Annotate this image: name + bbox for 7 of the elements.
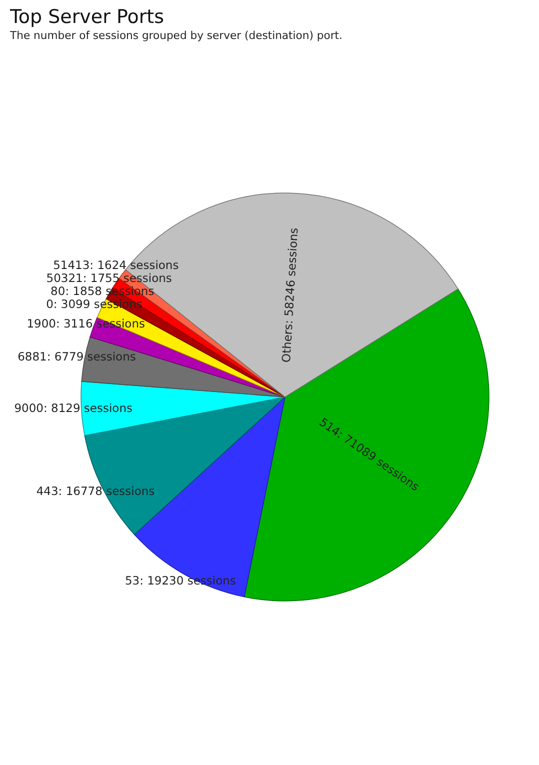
slice-label: 6881: 6779 sessions bbox=[18, 349, 136, 364]
chart-subtitle: The number of sessions grouped by server (destination) port. bbox=[9, 29, 342, 42]
chart-title: Top Server Ports bbox=[9, 6, 164, 28]
slice-label: Others: 58246 sessions bbox=[279, 227, 301, 363]
slice-label: 443: 16778 sessions bbox=[36, 484, 155, 498]
slice-label: 9000: 8129 sessions bbox=[14, 401, 132, 416]
slice-label: 51413: 1624 sessions bbox=[53, 258, 179, 272]
